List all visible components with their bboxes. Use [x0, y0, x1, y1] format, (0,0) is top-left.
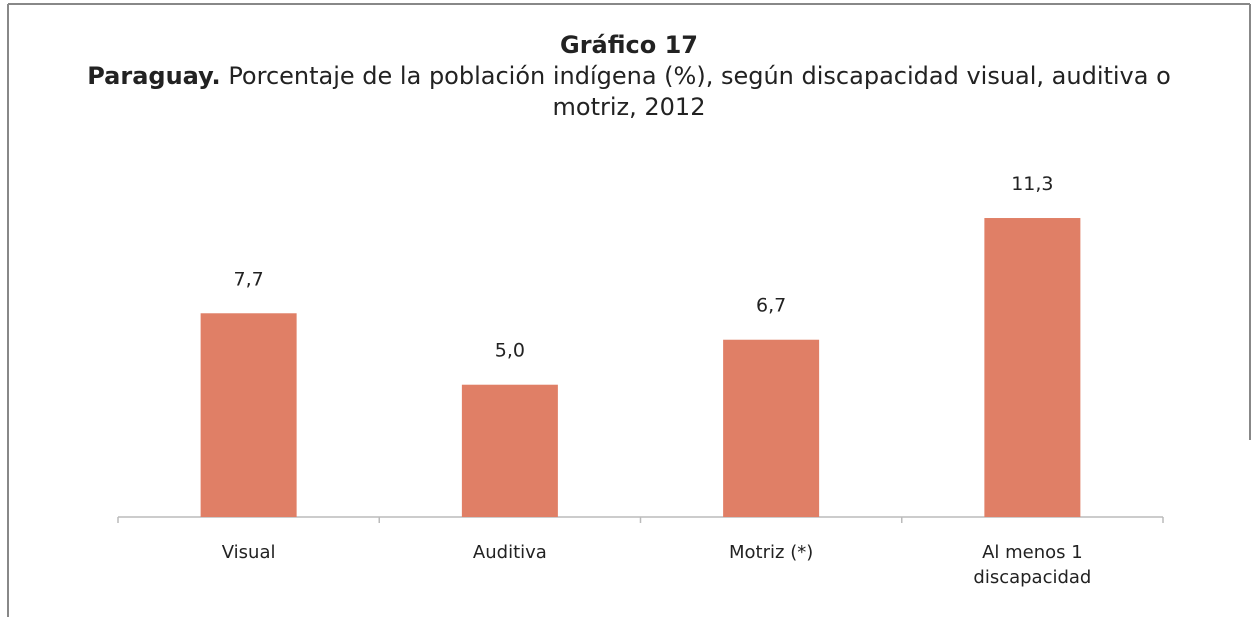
- bar: [723, 339, 820, 517]
- value-label: 7,7: [234, 268, 264, 290]
- chart-header: Gráfico 17 Paraguay. Porcentaje de la po…: [79, 30, 1179, 123]
- bar: [200, 313, 297, 517]
- chart-title: Gráfico 17: [560, 31, 698, 59]
- x-tick-label: Visual: [221, 542, 276, 563]
- value-label: 11,3: [1011, 173, 1053, 195]
- x-tick-label: Auditiva: [472, 542, 547, 563]
- value-label: 6,7: [756, 295, 786, 317]
- x-tick-label: Al menos 1 discapacidad: [973, 542, 1092, 588]
- bar: [461, 384, 558, 517]
- bar: [984, 218, 1081, 518]
- subtitle-lead: Paraguay.: [87, 62, 221, 90]
- x-tick-label: Motriz (*): [729, 542, 814, 563]
- subtitle-text: Porcentaje de la población indígena (%),…: [228, 62, 1171, 121]
- chart-subtitle: Paraguay. Porcentaje de la población ind…: [79, 61, 1179, 123]
- value-label: 5,0: [495, 340, 525, 362]
